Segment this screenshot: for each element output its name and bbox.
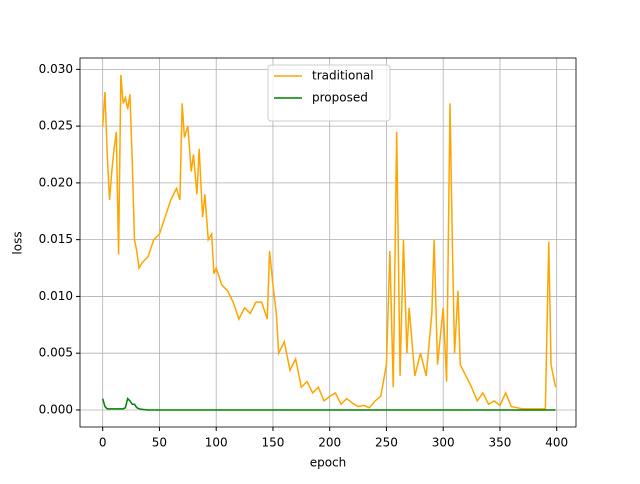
x-tick-label: 100 xyxy=(205,436,228,450)
y-tick-label: 0.030 xyxy=(39,62,73,76)
legend-label: proposed xyxy=(312,91,368,105)
y-tick-label: 0.015 xyxy=(39,232,73,246)
x-tick-label: 400 xyxy=(545,436,568,450)
plot-frame xyxy=(79,57,577,428)
y-tick-label: 0.020 xyxy=(39,175,73,189)
y-tick-label: 0.025 xyxy=(39,119,73,133)
y-tick-label: 0.000 xyxy=(39,402,73,416)
legend-frame xyxy=(267,64,391,122)
x-axis-label: epoch xyxy=(310,456,347,470)
y-axis-label: loss xyxy=(11,231,25,254)
legend-label: traditional xyxy=(312,69,374,83)
y-tick-label: 0.010 xyxy=(39,289,73,303)
line xyxy=(101,74,557,410)
x-tick-label: 150 xyxy=(261,436,284,450)
x-tick-label: 300 xyxy=(432,436,455,450)
y-tick-label: 0.005 xyxy=(39,346,73,360)
x-tick-label: 250 xyxy=(375,436,398,450)
x-tick-label: 0 xyxy=(99,436,107,450)
x-tick-label: 50 xyxy=(152,436,167,450)
x-tick-label: 200 xyxy=(318,436,341,450)
line xyxy=(101,397,556,411)
x-tick-label: 350 xyxy=(489,436,512,450)
